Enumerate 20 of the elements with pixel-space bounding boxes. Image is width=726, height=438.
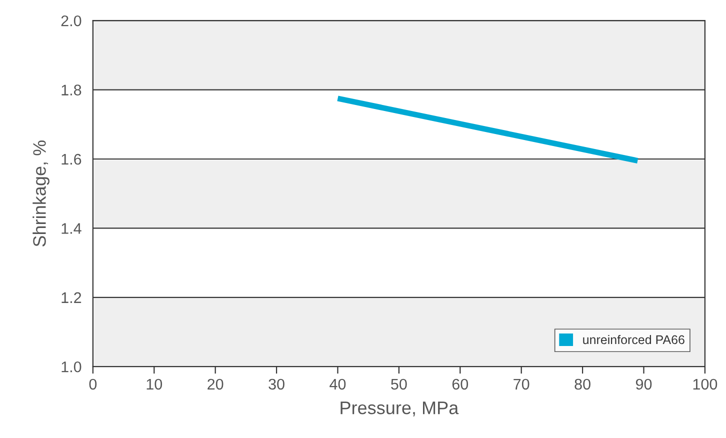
x-tick-label: 70 [514,378,530,390]
x-tick-label: 90 [636,378,652,390]
x-axis-title: Pressure, MPa [340,402,459,416]
x-tick-label: 0 [89,378,97,390]
x-tick-label: 60 [452,378,468,390]
y-tick-label: 1.2 [62,292,82,303]
x-tick-label: 10 [146,378,162,390]
x-tick-label: 80 [574,378,590,390]
y-tick-label: 1.4 [62,223,82,234]
y-tick-label: 1.0 [62,361,82,372]
x-tick-label: 30 [268,378,284,390]
x-tick-label: 100 [693,378,718,390]
x-tick-label: 20 [208,378,224,390]
y-tick-label: 1.8 [62,84,82,96]
x-tick-label: 50 [391,378,407,390]
y-tick-label: 1.6 [62,154,82,165]
y-tick-label: 2.0 [61,15,82,26]
y-axis-title: Shrinkage, % [32,140,50,246]
legend-label: unreinforced PA66 [583,334,684,344]
x-tick-label: 40 [330,378,346,390]
